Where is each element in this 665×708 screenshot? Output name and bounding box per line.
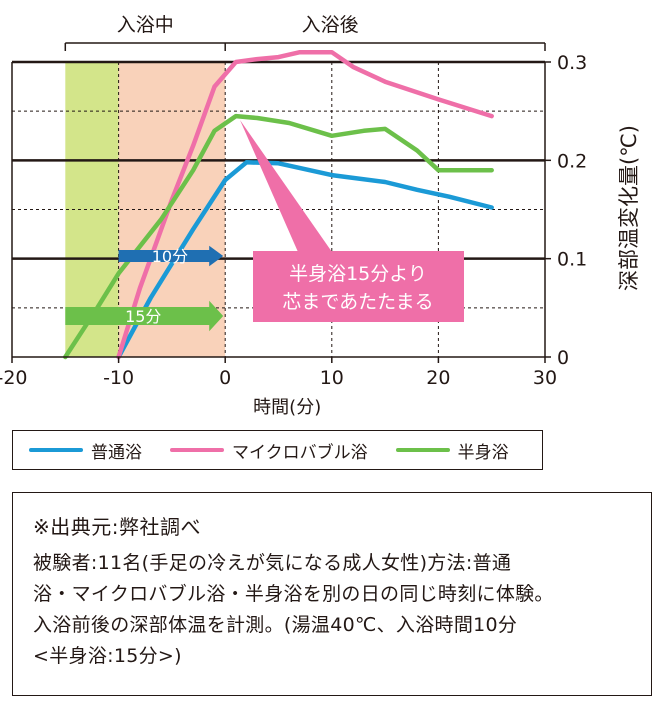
x-tick-label: 0 — [219, 367, 231, 389]
source-note: ※出典元:弊社調べ 被験者:11名(手足の冷えが気になる成人女性)方法:普通 浴… — [12, 492, 652, 696]
note-line: 入浴前後の深部体温を計測。(湯温40℃、入浴時間10分 — [33, 614, 518, 636]
arrow-10min-label: 10分 — [152, 247, 188, 266]
y-axis-label: 深部温変化量(℃) — [617, 125, 641, 291]
phase-label: 入浴中 — [117, 14, 174, 36]
note-title: ※出典元:弊社調べ — [33, 515, 201, 539]
legend: 普通浴 マイクロバブル浴 半身浴 — [12, 430, 543, 470]
arrow-10min — [118, 245, 224, 267]
phase-label: 入浴後 — [302, 14, 359, 36]
callout-box — [253, 251, 464, 322]
note-line: 被験者:11名(手足の冷えが気になる成人女性)方法:普通 — [33, 552, 512, 574]
legend-item-microbubble: マイクロバブル浴 — [170, 438, 368, 463]
legend-swatch-regular — [29, 448, 83, 452]
callout-text: 芯まであたたまる — [282, 291, 433, 313]
legend-swatch-half-body — [395, 448, 450, 452]
x-tick-label: 10 — [320, 367, 344, 389]
legend-item-regular: 普通浴 — [29, 438, 142, 463]
y-tick-label: 0.2 — [557, 150, 587, 172]
note-line: <半身浴:15分>) — [33, 645, 182, 667]
callout-text: 半身浴15分より — [289, 263, 427, 285]
arrow-15min-label: 15分 — [125, 307, 161, 326]
phase-header: 入浴中 入浴後 — [64, 14, 546, 51]
x-axis-label: 時間(分) — [253, 397, 321, 418]
legend-label-regular: 普通浴 — [91, 442, 142, 463]
y-tick-label: 0.3 — [557, 52, 587, 74]
x-tick-label: -10 — [103, 367, 134, 389]
note-body: 被験者:11名(手足の冷えが気になる成人女性)方法:普通 浴・マイクロバブル浴・… — [33, 548, 631, 672]
legend-swatch-microbubble — [170, 448, 224, 452]
x-tick-label: 20 — [426, 367, 450, 389]
callout-pointer — [240, 120, 332, 252]
x-tick-label: -20 — [0, 367, 28, 389]
duration-arrows: 10分 15分 — [65, 245, 224, 332]
y-tick-label: 0.1 — [557, 249, 587, 271]
note-line: 浴・マイクロバブル浴・半身浴を別の日の同じ時刻に体験。 — [33, 583, 554, 605]
series-line — [116, 49, 494, 360]
legend-label-half-body: 半身浴 — [457, 442, 509, 463]
y-tick-label: 0 — [557, 347, 569, 369]
x-tick-label: 30 — [533, 367, 557, 389]
arrow-15min — [65, 300, 224, 332]
legend-item-half-body: 半身浴 — [395, 438, 509, 463]
legend-label-microbubble: マイクロバブル浴 — [232, 442, 368, 463]
